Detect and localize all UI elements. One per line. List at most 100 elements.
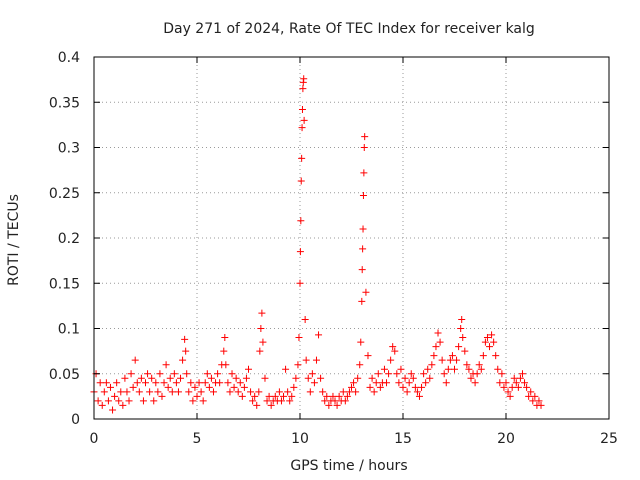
data-point [455, 343, 463, 351]
data-point [308, 370, 316, 378]
y-tick-label: 0.25 [49, 186, 80, 202]
data-point [475, 361, 483, 369]
data-point [362, 288, 370, 296]
data-point [352, 388, 360, 396]
data-point [529, 397, 537, 405]
data-point [187, 379, 195, 387]
data-point [129, 383, 137, 391]
data-point [424, 365, 432, 373]
data-point [479, 352, 487, 360]
data-point [333, 401, 341, 409]
data-point [133, 379, 141, 387]
y-tick-label: 0.2 [58, 231, 80, 247]
x-tick-label: 5 [193, 431, 202, 447]
data-point [504, 388, 512, 396]
data-point [458, 315, 466, 323]
data-point [228, 370, 236, 378]
data-point [185, 388, 193, 396]
data-point [298, 124, 306, 132]
data-point [282, 365, 290, 373]
data-point [521, 379, 529, 387]
data-point [366, 383, 374, 391]
data-point [409, 374, 417, 382]
data-point [265, 392, 273, 400]
y-axis-label: ROTI / TECUs [6, 194, 22, 286]
data-point [189, 397, 197, 405]
data-point [451, 365, 458, 373]
data-point [361, 133, 369, 141]
data-point [182, 347, 190, 355]
data-point [359, 191, 367, 199]
data-point [389, 343, 397, 351]
data-point [430, 352, 438, 360]
data-point [444, 365, 452, 373]
data-point [415, 392, 423, 400]
data-point [271, 392, 279, 400]
data-point [162, 361, 170, 369]
data-point [510, 374, 518, 382]
data-point [170, 370, 178, 378]
data-point [343, 392, 351, 400]
data-point [286, 397, 294, 405]
data-point [432, 343, 440, 351]
data-point [109, 406, 117, 414]
data-point [496, 379, 504, 387]
data-point [407, 370, 415, 378]
data-point [298, 105, 306, 113]
chart-title: Day 271 of 2024, Rate Of TEC Index for r… [163, 21, 535, 37]
x-tick-label: 20 [497, 431, 515, 447]
data-point [448, 352, 456, 360]
data-point [181, 335, 189, 343]
data-point [150, 397, 158, 405]
data-point [205, 383, 213, 391]
y-tick-label: 0.15 [49, 276, 80, 292]
data-point [139, 397, 147, 405]
data-point [117, 388, 125, 396]
data-point [321, 397, 329, 405]
data-point [236, 379, 244, 387]
data-point [183, 370, 191, 378]
data-point [442, 379, 450, 387]
data-point [160, 379, 168, 387]
data-point [372, 379, 380, 387]
data-point [335, 392, 343, 400]
y-tick-label: 0 [71, 412, 80, 428]
data-point [397, 365, 405, 373]
data-point [258, 309, 266, 317]
data-point [512, 379, 520, 387]
data-point [477, 365, 485, 373]
x-axis-label: GPS time / hours [290, 458, 407, 474]
data-point [191, 383, 199, 391]
data-point [121, 374, 129, 382]
data-point [385, 370, 393, 378]
y-tick-label: 0.05 [49, 367, 80, 383]
data-point [100, 388, 108, 396]
data-point [255, 388, 263, 396]
data-point [463, 361, 471, 369]
data-point [399, 383, 407, 391]
data-point [296, 248, 304, 256]
data-point [339, 388, 347, 396]
data-point [166, 374, 174, 382]
data-point [506, 392, 514, 400]
data-point [403, 388, 411, 396]
data-point [395, 379, 403, 387]
data-point [380, 365, 388, 373]
data-point [106, 383, 114, 391]
data-point [261, 374, 269, 382]
data-point [297, 177, 305, 185]
data-point [302, 356, 310, 364]
y-tick-label: 0.35 [49, 95, 80, 111]
data-point [102, 379, 110, 387]
data-point [115, 397, 123, 405]
data-point [483, 334, 491, 342]
data-point [104, 397, 112, 405]
data-point [148, 374, 156, 382]
data-point [125, 397, 133, 405]
data-point [232, 374, 240, 382]
data-point [295, 334, 303, 342]
data-point [263, 397, 271, 405]
data-point [411, 383, 419, 391]
data-point [168, 388, 176, 396]
